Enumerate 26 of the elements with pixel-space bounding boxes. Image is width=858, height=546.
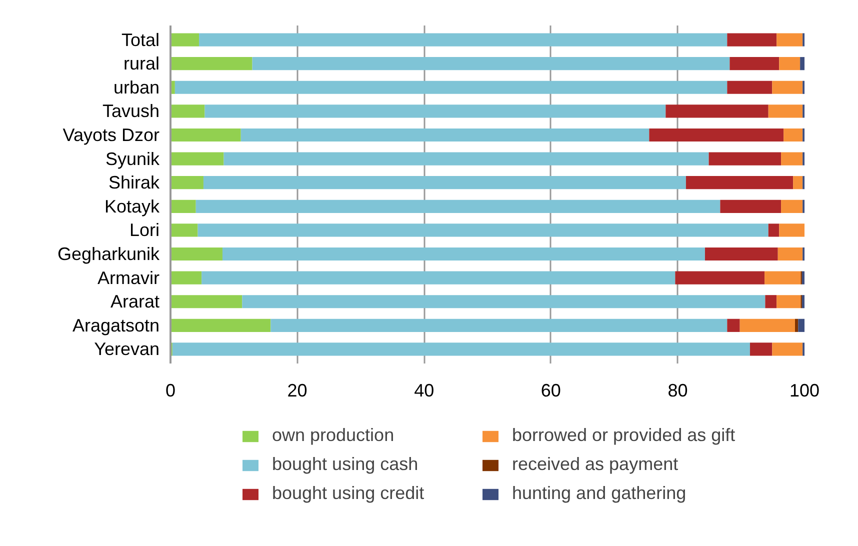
y-tick-label: Kotayk xyxy=(104,196,160,216)
y-tick-label: Tavush xyxy=(102,101,160,122)
y-tick-label: Shirak xyxy=(108,172,160,193)
x-tick-label: 0 xyxy=(165,380,176,400)
legend-label: borrowed or provided as gift xyxy=(512,425,736,446)
x-tick-label: 80 xyxy=(668,380,688,400)
y-tick-label: Armavir xyxy=(98,268,160,288)
x-tick-label: 20 xyxy=(287,380,308,400)
x-tick-label: 60 xyxy=(540,380,561,400)
x-tick-label: 40 xyxy=(414,380,434,400)
legend-label: received as payment xyxy=(512,454,680,475)
y-tick-label: Aragatsotn xyxy=(72,315,160,336)
y-tick-label: rural xyxy=(123,54,160,74)
y-tick-label: Lori xyxy=(129,220,160,240)
legend-label: hunting and gathering xyxy=(512,483,688,504)
y-tick-label: Yerevan xyxy=(94,339,160,360)
y-tick-label: Ararat xyxy=(110,292,160,312)
legend-label: bought using credit xyxy=(272,483,426,504)
legend-label: bought using cash xyxy=(272,454,420,475)
y-tick-label: Vayots Dzor xyxy=(62,124,160,145)
y-tick-label: Syunik xyxy=(105,148,160,169)
y-tick-label: urban xyxy=(113,77,160,98)
legend-label: own production xyxy=(272,425,396,446)
x-tick-label: 100 xyxy=(789,380,820,400)
y-tick-label: Total xyxy=(121,30,160,50)
y-tick-label: Gegharkunik xyxy=(57,244,160,264)
